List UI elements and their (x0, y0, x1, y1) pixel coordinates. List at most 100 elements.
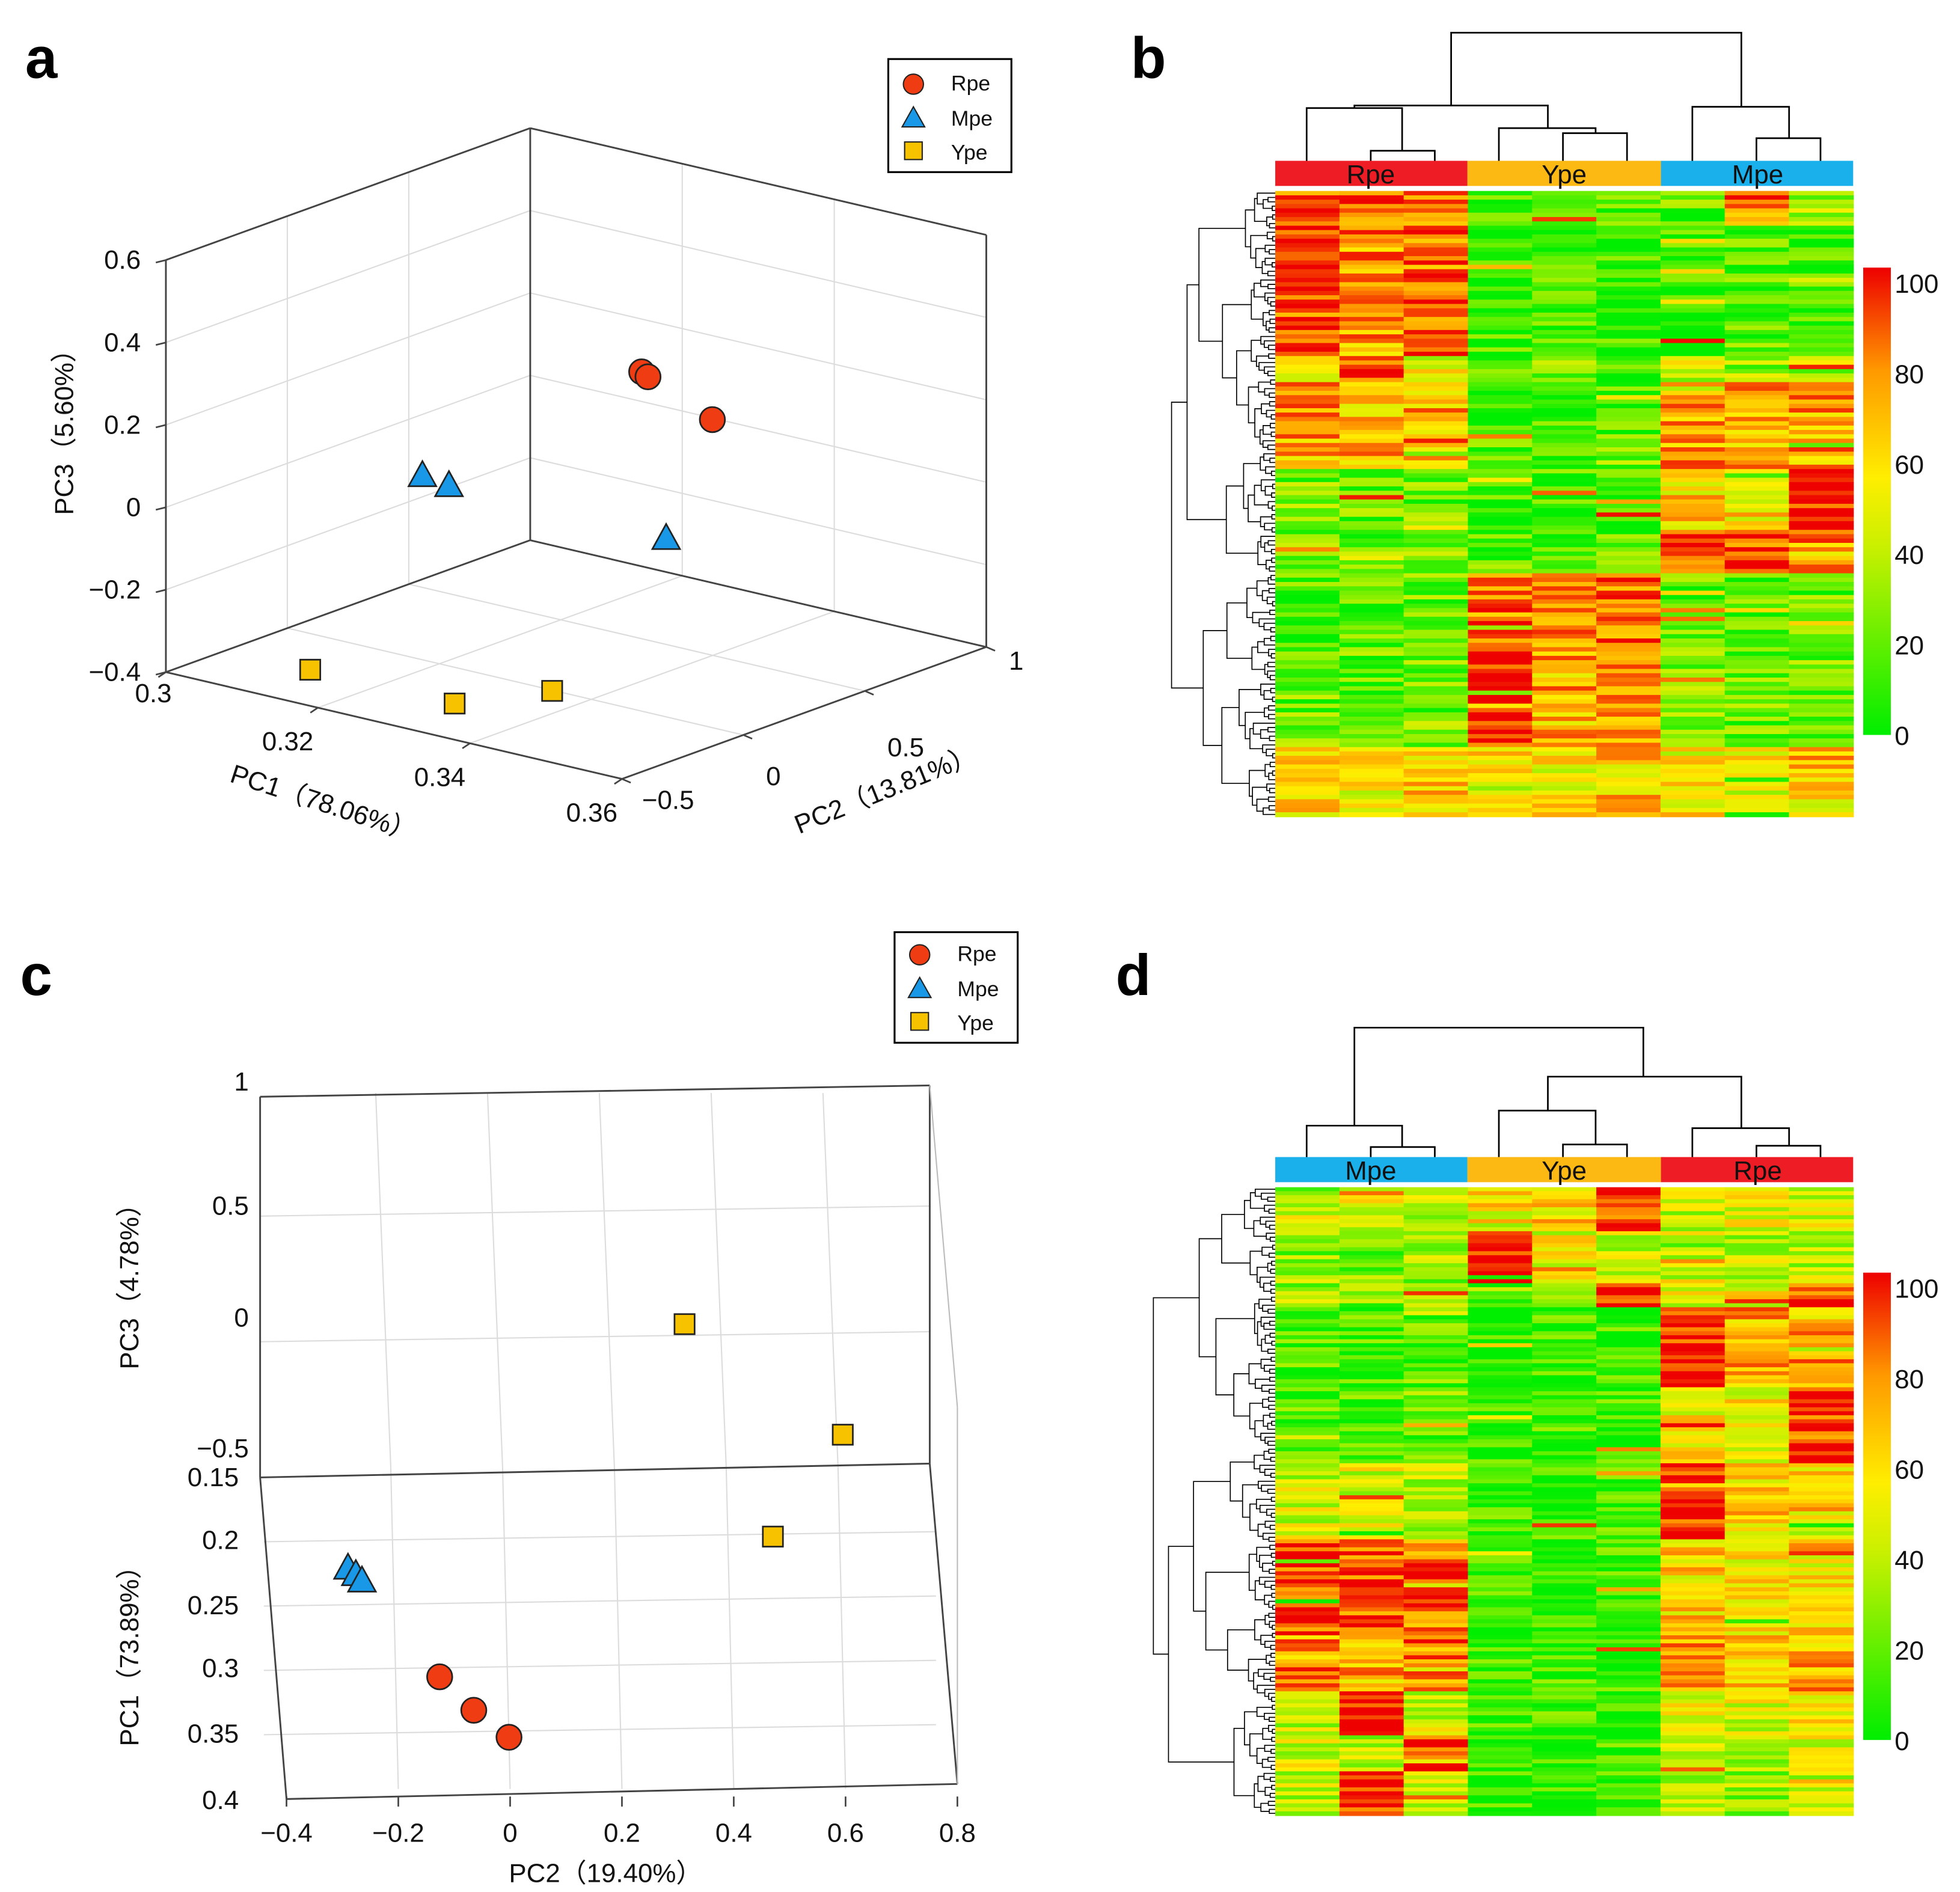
heatmap-cell (1403, 1327, 1469, 1332)
heatmap-cell (1532, 1659, 1597, 1664)
heatmap-cell (1339, 1315, 1404, 1320)
heatmap-cell (1275, 1307, 1340, 1312)
heatmap-cell (1403, 1211, 1469, 1216)
heatmap-cell (1596, 1319, 1661, 1324)
heatmap-cell (1532, 565, 1597, 570)
heatmap-cell (1660, 786, 1726, 791)
heatmap-cell (1275, 408, 1340, 414)
heatmap-cell (1468, 282, 1533, 287)
heatmap-cell (1532, 1275, 1597, 1280)
heatmap-cell (1596, 469, 1661, 474)
heatmap-cell (1724, 1559, 1790, 1564)
heatmap-cell (1660, 1487, 1726, 1492)
heatmap-cell (1468, 717, 1533, 722)
heatmap-cell (1596, 1651, 1661, 1656)
heatmap-cell (1596, 1707, 1661, 1712)
heatmap-cell (1275, 1199, 1340, 1204)
heatmap-cell (1275, 1611, 1340, 1616)
heatmap-cell (1468, 269, 1533, 274)
heatmap-cell (1275, 442, 1340, 449)
heatmap-cell (1532, 225, 1597, 231)
heatmap-cell (1532, 1739, 1597, 1744)
heatmap-cell (1660, 412, 1726, 418)
heatmap-cell (1789, 434, 1854, 439)
heatmap-cell (1789, 1339, 1854, 1344)
heatmap-cell (1339, 764, 1404, 770)
heatmap-cell (1532, 312, 1597, 318)
heatmap-cell (1660, 1639, 1726, 1644)
heatmap-cell (1724, 1455, 1790, 1460)
row-dendrogram-branch (1264, 1594, 1272, 1605)
heatmap-cell (1789, 304, 1854, 309)
heatmap-cell (1532, 673, 1597, 679)
heatmap-cell (1724, 1547, 1790, 1552)
heatmap-cell (1596, 1391, 1661, 1396)
row-dendrogram-branch (1269, 458, 1276, 464)
heatmap-cell (1403, 338, 1469, 344)
heatmap-cell (1660, 1543, 1726, 1548)
heatmap-cell (1339, 442, 1404, 449)
group-bar-d: Mpe Ype Rpe (1275, 1156, 1854, 1186)
heatmap-cell (1789, 756, 1854, 761)
row-dendrogram-branch (1269, 1716, 1276, 1722)
heatmap-cell (1660, 547, 1726, 553)
heatmap-cell (1596, 1583, 1661, 1588)
heatmap-cell (1724, 360, 1790, 366)
heatmap-cell (1789, 386, 1854, 392)
heatmap-cell (1403, 452, 1469, 457)
heatmap-cell (1339, 1451, 1404, 1456)
heatmap-cell (1724, 386, 1790, 392)
heatmap-cell (1468, 751, 1533, 757)
heatmap-cell (1403, 1359, 1469, 1364)
heatmap-cell (1724, 1191, 1790, 1196)
heatmap-cell (1789, 1479, 1854, 1484)
row-dendrogram-branch (1202, 630, 1227, 746)
heatmap-cell (1789, 569, 1854, 574)
y-tick-label: 1 (1009, 646, 1023, 676)
heatmap-cell (1789, 1615, 1854, 1620)
heatmap-cell (1596, 795, 1661, 800)
heatmap-cell (1660, 664, 1726, 670)
heatmap-cell (1596, 1347, 1661, 1352)
heatmap-cell (1724, 1643, 1790, 1649)
heatmap-cell (1403, 777, 1469, 783)
heatmap-cell (1403, 208, 1469, 213)
heatmap-cell (1339, 434, 1404, 439)
heatmap-cell (1339, 395, 1404, 400)
heatmap-cell (1724, 1703, 1790, 1708)
heatmap-cell (1532, 717, 1597, 722)
heatmap-cell (1403, 1203, 1469, 1208)
heatmap-cell (1339, 1579, 1404, 1584)
heatmap-cell (1532, 664, 1597, 670)
heatmap-cell (1532, 538, 1597, 544)
heatmap-cell (1532, 1663, 1597, 1668)
heatmap-cell (1789, 260, 1854, 266)
row-dendrogram-branch (1267, 1801, 1276, 1806)
heatmap-cell (1275, 273, 1340, 279)
heatmap-cell (1403, 356, 1469, 361)
heatmap-cell (1789, 1691, 1854, 1696)
heatmap-cell (1403, 1447, 1469, 1452)
heatmap-cell (1468, 1483, 1533, 1488)
heatmap-cell (1468, 460, 1533, 465)
heatmap-cell (1724, 1331, 1790, 1336)
heatmap-cell (1339, 1267, 1404, 1272)
heatmap-cell (1468, 1655, 1533, 1661)
heatmap-cell (1403, 329, 1469, 335)
heatmap-cell (1339, 790, 1404, 796)
heatmap-cell (1596, 1703, 1661, 1708)
heatmap-cell (1660, 1399, 1726, 1404)
heatmap-cell (1789, 403, 1854, 409)
heatmap-cell (1339, 391, 1404, 396)
heatmap-cell (1275, 417, 1340, 422)
heatmap-cell (1403, 391, 1469, 396)
heatmap-cell (1339, 482, 1404, 488)
heatmap-cell (1660, 1335, 1726, 1340)
heatmap-cell (1532, 251, 1597, 257)
heatmap-cell (1596, 616, 1661, 622)
heatmap-cell (1789, 807, 1854, 813)
heatmap-cell (1275, 1651, 1340, 1656)
heatmap-cell (1403, 1707, 1469, 1712)
heatmap-cell (1468, 1575, 1533, 1580)
heatmap-cell (1275, 1755, 1340, 1760)
